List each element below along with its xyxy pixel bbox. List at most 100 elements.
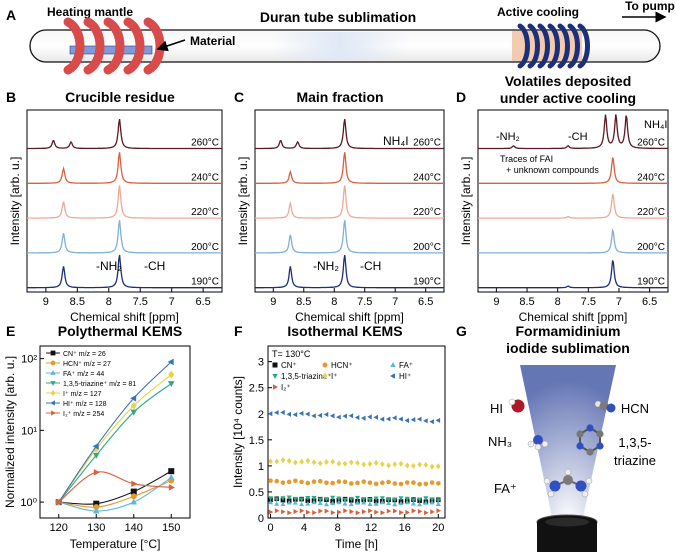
panel-e-title: Polythermal KEMS [58,323,182,339]
temperature-label: 240°C [637,172,665,183]
data-point [330,500,336,506]
data-point [322,372,328,380]
spectrum-line [27,118,222,150]
data-point [92,452,100,459]
temperature-label: 240°C [413,172,441,183]
panel-d-letter: D [456,89,466,105]
panel-b-letter: B [6,89,16,105]
x-axis-label: Temperature [°C] [70,537,161,551]
data-point [336,479,342,484]
fa-molecule-icon [543,468,593,498]
nh2-annotation: -NH₂ [96,259,122,273]
panel-f-title: Isothermal KEMS [287,323,402,339]
y-tick-label: 10² [21,354,37,366]
spectrum-line [478,114,668,150]
data-point [435,417,441,423]
data-point [330,495,336,501]
data-point [51,410,56,416]
x-tick-label: 8 [335,522,341,534]
data-point [280,457,286,464]
data-point [404,499,410,505]
x-tick-label: 12 [365,522,377,534]
y-tick-label: 0.5 [249,487,264,499]
data-point [92,507,100,514]
data-point [373,501,379,506]
x-tick-label: 120 [50,522,68,534]
y-tick-label: 0 [258,513,264,525]
data-point [311,459,317,466]
hcn-molecule-icon [594,400,616,413]
data-point [268,458,273,465]
data-point [435,501,441,506]
x-axis-label: Chemical shift [ppm] [295,310,404,324]
data-point [392,481,398,486]
chart-b: 9 8.5 8 7.5 7 6.5 Chemical shift [ppm] Intensit… [8,109,223,324]
x-tick-label: 7 [169,296,175,308]
data-point [292,412,298,418]
spectrum-line [27,152,222,184]
cooling-coil-1 [527,23,540,69]
to-pump-label: To pump [625,0,675,13]
panel-b: B Crucible residue 9 8.5 8 7.5 7 6.5 Chemical … [6,89,223,324]
temperature-label: 200°C [413,242,441,253]
x-tick-label: 9 [270,296,276,308]
data-point [50,360,56,366]
y-axis-label: Intensity [arb. u.] [459,157,473,246]
x-tick-label: 4 [301,522,307,534]
chart-e: 120 130 140 150 10⁰ 10¹ 10² Temperature [°C] Nor… [3,345,191,551]
y-tick-label: 10¹ [21,425,37,437]
legend-entry: FA⁺ [399,361,413,370]
data-point [286,479,292,485]
data-point [342,497,348,503]
data-point [342,479,348,485]
legend-entry: I⁺ m/z = 127 [63,391,102,398]
data-point [167,358,174,366]
data-point [417,497,423,503]
y-axis-label: Intensity [arb. u.] [8,157,22,246]
data-point [367,414,372,420]
temperature-label: 260°C [413,138,441,149]
temperature-label: 190°C [637,277,665,288]
active-cooling-label: Active cooling [497,5,579,19]
nh4i-annotation: NH₄I [383,134,409,148]
crucible-rim [545,517,589,527]
panel-g-title-line2: iodide sublimation [506,340,630,356]
data-point [324,458,329,465]
cooling-coil-5 [567,23,580,69]
data-point [392,415,397,421]
panel-e-letter: E [6,323,15,339]
data-point [336,414,341,420]
spectrum-line [27,185,222,219]
material-arrow [156,39,186,52]
data-point [50,389,56,397]
data-point [392,461,398,468]
data-point [330,510,336,516]
series-line [58,470,172,505]
data-point [386,508,392,514]
data-point [392,501,398,507]
nh2-annotation: -NH₂ [313,259,339,273]
sublimation-beam [520,365,616,522]
data-point [354,415,360,421]
data-point [398,460,404,467]
data-point [274,508,280,514]
data-point [373,481,379,487]
x-axis-label: Time [h] [335,537,378,551]
cooling-coil-4 [557,23,570,69]
data-point [273,410,279,416]
data-point [268,478,273,483]
data-point [361,509,367,515]
data-point [411,480,416,485]
data-point [317,500,323,506]
data-point [274,501,280,506]
panel-c-title: Main fraction [296,89,383,105]
data-point [305,495,311,501]
data-point [92,442,99,450]
series-line [58,383,172,503]
data-point [317,478,323,484]
data-point [168,370,175,379]
y-axis-label: Intensity [10⁴ counts] [231,376,245,488]
data-point [386,462,391,469]
data-point [323,497,329,502]
data-point [336,499,342,505]
